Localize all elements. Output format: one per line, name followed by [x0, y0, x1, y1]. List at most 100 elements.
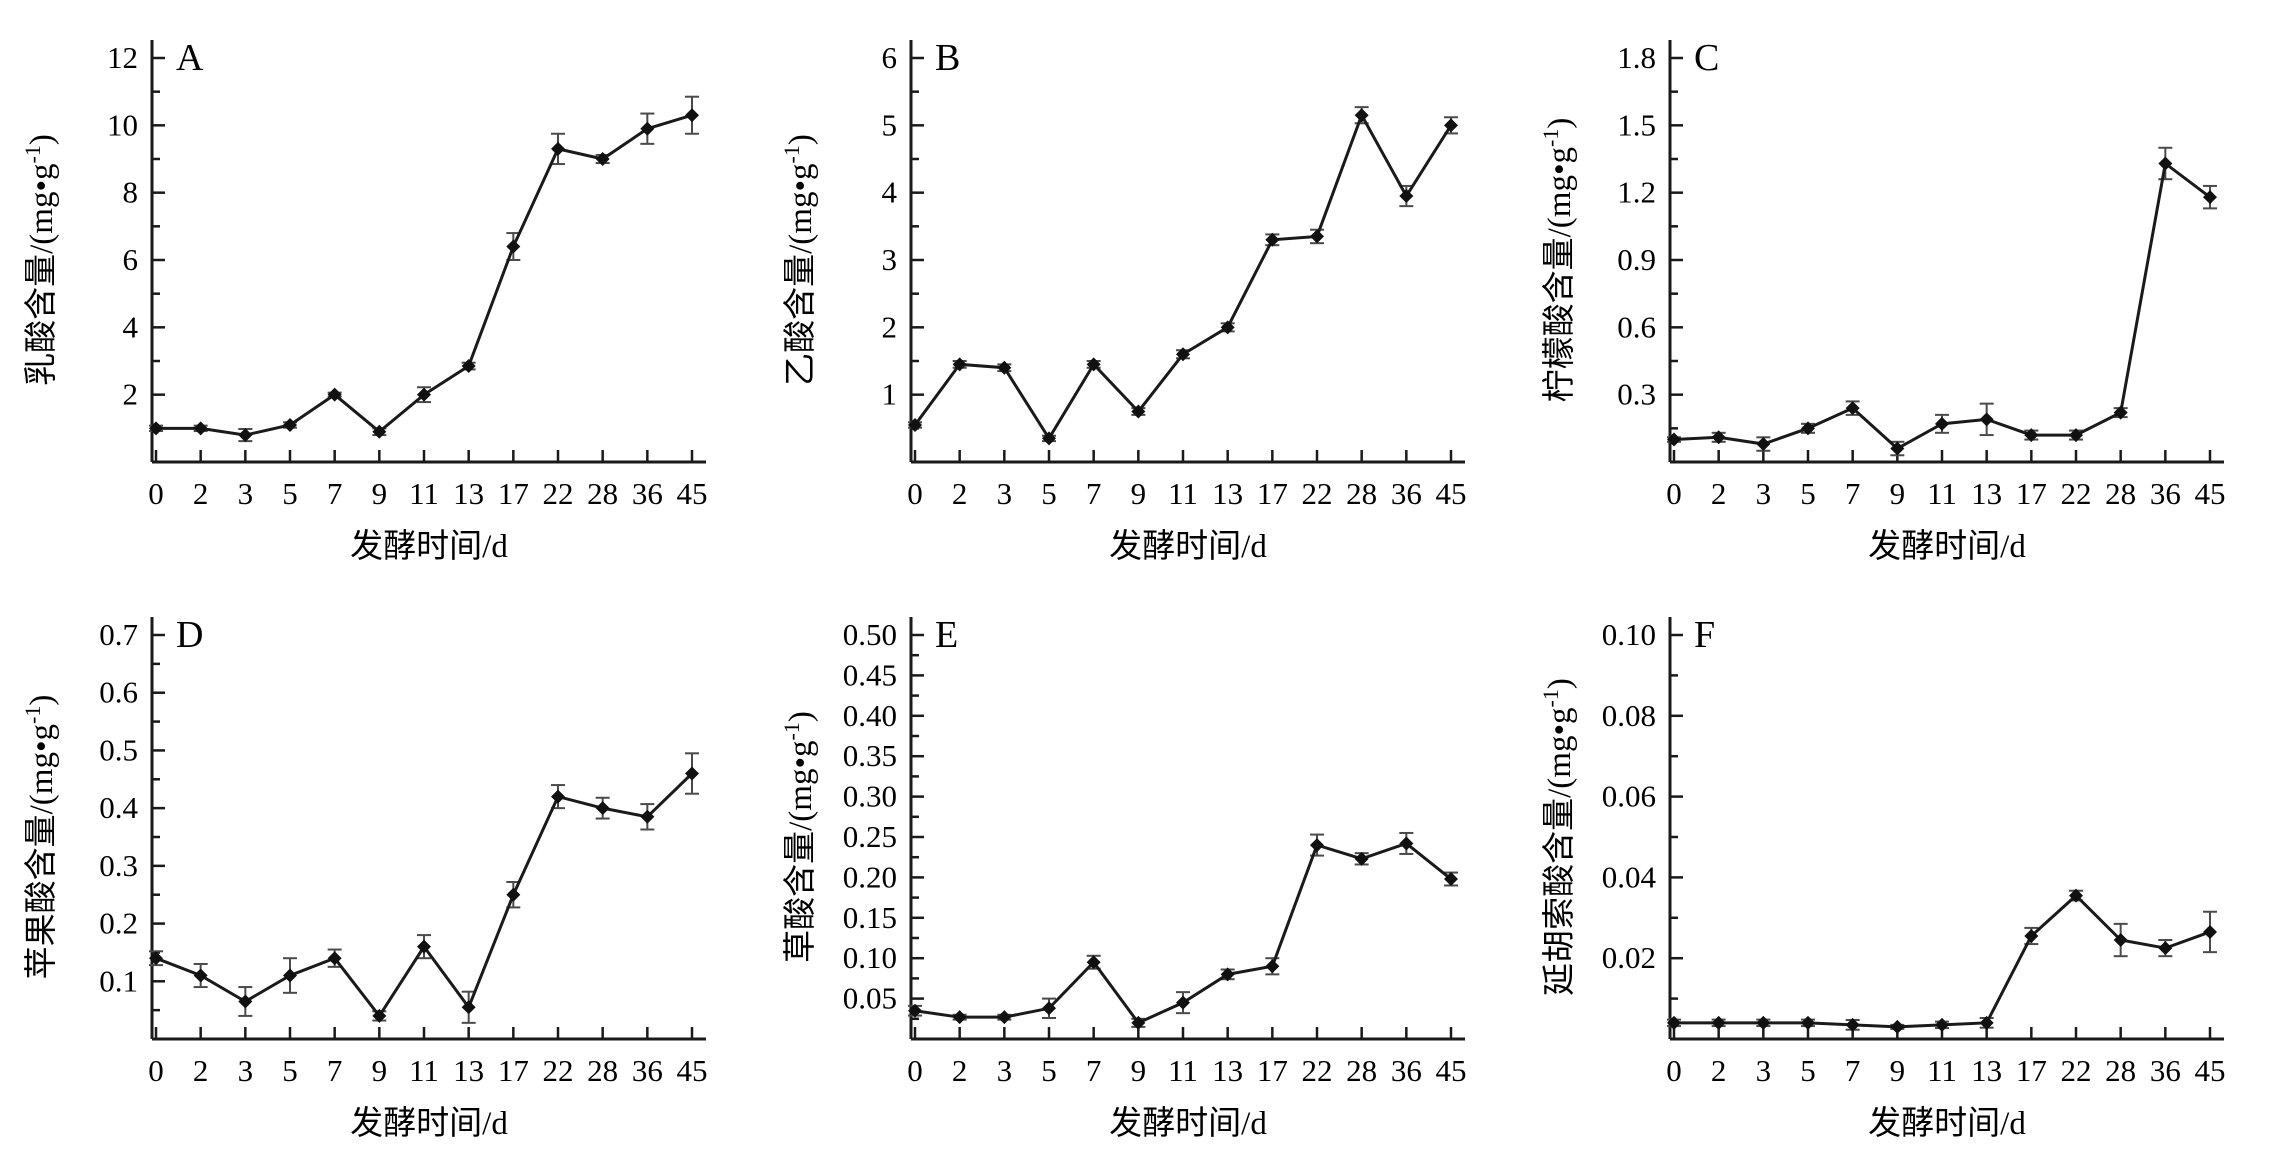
data-point	[461, 1000, 476, 1015]
data-point	[193, 968, 208, 983]
x-tick-label: 0	[907, 476, 923, 511]
y-tick-label: 4	[123, 309, 139, 344]
x-tick-label: 9	[1131, 1053, 1147, 1088]
data-point	[1979, 412, 1994, 427]
data-point	[551, 141, 565, 156]
x-tick-label: 9	[1890, 476, 1906, 511]
data-point	[327, 387, 342, 402]
data-point	[685, 108, 699, 123]
x-tick-label: 0	[1666, 1053, 1682, 1088]
data-point	[1220, 967, 1235, 982]
data-point	[595, 152, 610, 166]
data-point	[506, 239, 521, 254]
data-point	[908, 417, 922, 432]
data-point	[997, 360, 1012, 375]
data-point	[1399, 836, 1414, 851]
data-point	[1935, 1017, 1949, 1032]
x-tick-label: 3	[997, 1053, 1013, 1088]
data-point	[506, 887, 521, 902]
x-tick-label: 13	[1212, 476, 1243, 511]
data-point	[1176, 995, 1190, 1010]
y-tick-label: 0.02	[1602, 940, 1656, 975]
x-tick-label: 36	[632, 476, 663, 511]
y-tick-label: 0.30	[843, 779, 897, 814]
y-tick-label: 0.6	[99, 675, 138, 710]
x-tick-label: 2	[952, 476, 968, 511]
x-tick-label: 36	[2150, 476, 2181, 511]
x-tick-label: 7	[1086, 476, 1102, 511]
x-tick-label: 3	[1756, 1053, 1772, 1088]
y-tick-label: 0.05	[843, 981, 897, 1016]
y-tick-label: 0.06	[1602, 779, 1656, 814]
x-tick-label: 7	[1845, 476, 1861, 511]
y-tick-label: 0.15	[843, 900, 897, 935]
data-point	[1310, 229, 1324, 244]
y-tick-label: 6	[882, 40, 898, 75]
x-tick-label: 13	[453, 1053, 484, 1088]
x-tick-label: 28	[587, 1053, 618, 1088]
chart-panel-d: 0.1 0.2 0.3 0.4 0.5 0.6 0.7 0 2 3 5 7 9 11 13 17 22 28 36 4…	[0, 577, 759, 1154]
x-tick-label: 7	[1845, 1053, 1861, 1088]
chart-svg-e: 0.05 0.10 0.15 0.20 0.25 0.30 0.35 0.40 0.45 0.50…	[779, 614, 1467, 1142]
x-tick-label: 45	[2195, 1053, 2226, 1088]
y-tick-label: 0.2	[99, 906, 138, 941]
data-point	[238, 994, 253, 1009]
y-axis-title: 苹果酸含量/(mg•g-1)	[20, 695, 60, 980]
y-tick-label: 0.9	[1617, 242, 1656, 277]
x-axis-title: 发酵时间/d	[1109, 528, 1267, 565]
data-point	[1086, 955, 1101, 970]
y-tick-label: 3	[882, 242, 898, 277]
x-tick-label: 11	[409, 476, 439, 511]
x-tick-label: 0	[148, 1053, 164, 1088]
data-point	[2203, 924, 2217, 939]
data-point	[2069, 888, 2083, 903]
x-tick-label: 11	[1168, 1053, 1198, 1088]
y-axis-title: 延胡索酸含量/(mg•g-1)	[1538, 678, 1578, 996]
y-tick-label: 4	[882, 175, 898, 210]
x-tick-label: 36	[1391, 1053, 1422, 1088]
chart-svg-d: 0.1 0.2 0.3 0.4 0.5 0.6 0.7 0 2 3 5 7 9 11 13 17 22 28 36 4…	[20, 614, 708, 1142]
chart-panel-c: 0.3 0.6 0.9 1.2 1.5 1.8 0 2 3 5 7 9 11 13 17 22 28 36 45 发酵…	[1518, 0, 2277, 577]
y-tick-label: 0.3	[99, 848, 138, 883]
panel-label: E	[935, 614, 958, 656]
x-tick-label: 28	[1346, 1053, 1377, 1088]
data-point	[1265, 232, 1280, 247]
x-tick-label: 5	[282, 1053, 298, 1088]
y-axis-title: 乳酸含量/(mg•g-1)	[20, 134, 60, 386]
x-tick-label: 3	[238, 1053, 254, 1088]
y-tick-label: 1.8	[1617, 40, 1656, 75]
y-tick-label: 0.25	[843, 819, 897, 854]
data-point	[372, 424, 387, 439]
x-tick-label: 5	[1041, 476, 1057, 511]
y-tick-label: 8	[123, 175, 139, 210]
y-tick-label: 0.10	[843, 940, 897, 975]
x-tick-label: 7	[1086, 1053, 1102, 1088]
panel-label: B	[935, 37, 960, 79]
x-axis-title: 发酵时间/d	[1109, 1105, 1267, 1142]
panel-label: F	[1694, 614, 1715, 656]
data-point	[2024, 428, 2039, 443]
data-point	[2024, 928, 2039, 943]
data-point	[1042, 1001, 1056, 1016]
data-point	[1176, 347, 1190, 362]
x-tick-label: 11	[1927, 1053, 1957, 1088]
x-tick-label: 22	[1302, 476, 1333, 511]
y-axis-title: 柠檬酸含量/(mg•g-1)	[1538, 118, 1578, 403]
x-tick-label: 5	[1041, 1053, 1057, 1088]
data-point	[1444, 872, 1458, 887]
data-point	[1801, 421, 1815, 436]
x-tick-label: 9	[1131, 476, 1147, 511]
data-point	[1444, 118, 1458, 133]
x-tick-label: 28	[1346, 476, 1377, 511]
x-tick-label: 9	[1890, 1053, 1906, 1088]
x-tick-label: 9	[372, 476, 388, 511]
x-tick-label: 11	[1168, 476, 1198, 511]
y-tick-label: 0.3	[1617, 377, 1656, 412]
data-point	[640, 121, 655, 136]
data-point	[1979, 1015, 1994, 1030]
y-tick-label: 0.08	[1602, 698, 1656, 733]
data-point	[1845, 401, 1860, 416]
x-tick-label: 22	[2061, 476, 2092, 511]
